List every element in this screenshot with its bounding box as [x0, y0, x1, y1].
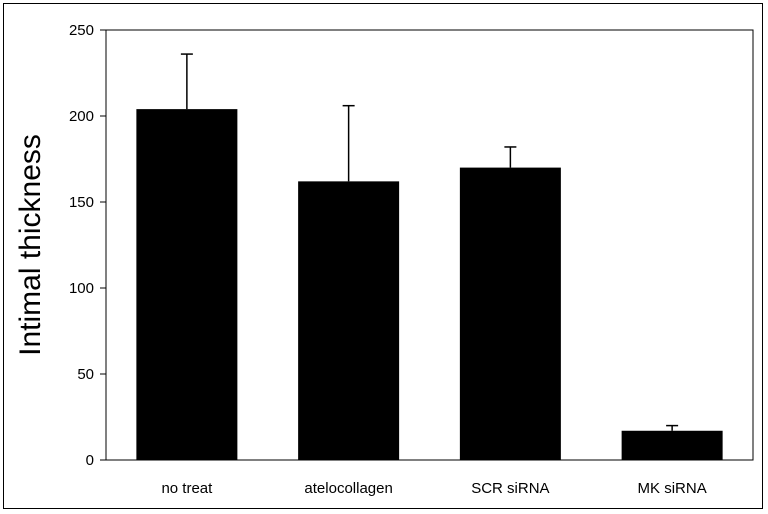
y-tick-label: 100 — [69, 280, 94, 297]
y-tick-label: 50 — [77, 366, 94, 383]
y-tick-label: 250 — [69, 22, 94, 39]
y-axis-label: Intimal thickness — [14, 134, 47, 356]
x-axis-labels: no treat atelocollagen SCR siRNA MK siRNA — [161, 480, 706, 497]
y-tick-label: 200 — [69, 108, 94, 125]
error-bars-group — [180, 53, 679, 431]
y-tick-label: 150 — [69, 194, 94, 211]
bar-scr-sirna — [459, 167, 561, 460]
bar-atelocollagen — [298, 181, 400, 461]
bars-group — [136, 109, 723, 461]
x-category-label: MK siRNA — [638, 480, 707, 497]
y-axis: 0 50 100 150 200 250 — [69, 22, 106, 469]
x-category-label: atelocollagen — [304, 480, 392, 497]
bar-mk-sirna — [621, 430, 723, 460]
bar-no-treat — [136, 109, 238, 461]
y-tick-label: 0 — [86, 452, 94, 469]
x-category-label: SCR siRNA — [471, 480, 549, 497]
x-category-label: no treat — [161, 480, 213, 497]
plot-area — [105, 29, 754, 461]
